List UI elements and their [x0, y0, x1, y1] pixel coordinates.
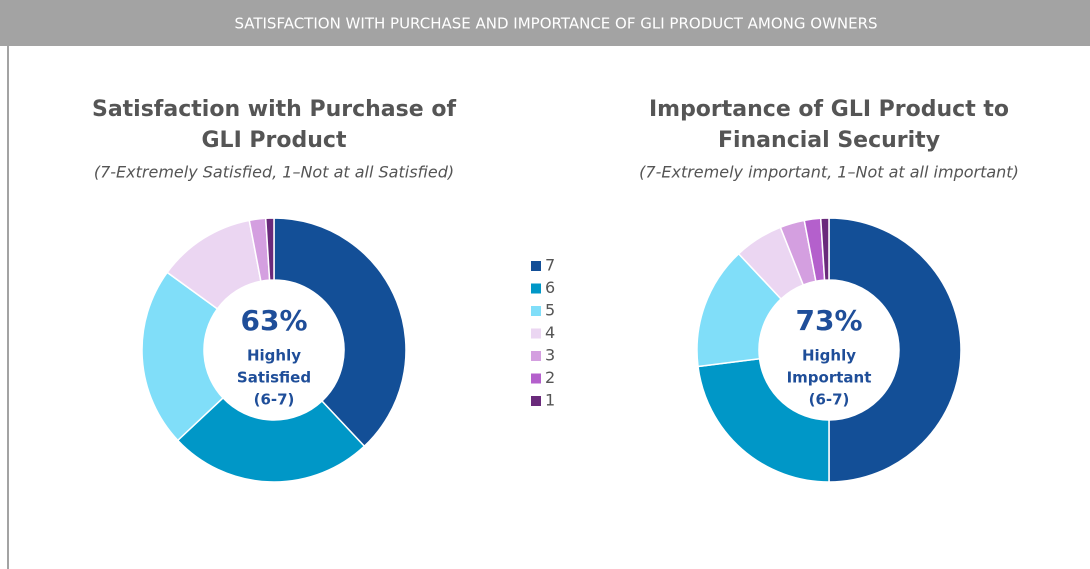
center-label: Important — [787, 369, 872, 387]
donut-segment — [273, 217, 407, 448]
legend-label: 6 — [545, 278, 555, 297]
legend-swatch — [531, 373, 541, 384]
center-label: (6-7) — [254, 391, 295, 409]
chart-title: Satisfaction with Purchase of — [92, 97, 456, 122]
donut-segment — [828, 217, 962, 483]
legend-swatch — [531, 351, 541, 361]
center-label: Highly — [802, 347, 856, 365]
center-label: 73% — [795, 304, 862, 337]
chart-title: Financial Security — [718, 128, 940, 153]
chart-subtitle: (7-Extremely important, 1–Not at all imp… — [639, 163, 1019, 182]
chart-title: Importance of GLI Product to — [649, 97, 1009, 122]
donut-segment — [264, 217, 275, 281]
center-label: 63% — [240, 304, 307, 337]
donut-segment — [141, 271, 225, 442]
center-label: (6-7) — [809, 391, 850, 409]
legend-label: 1 — [545, 391, 555, 410]
legend-swatch — [531, 396, 541, 406]
legend-swatch — [531, 261, 541, 271]
chart-subtitle: (7-Extremely Satisfied, 1–Not at all Sat… — [94, 163, 454, 182]
legend-label: 5 — [545, 301, 555, 320]
legend-label: 3 — [545, 346, 555, 365]
legend-swatch — [531, 328, 541, 339]
center-label: Satisfied — [237, 369, 311, 387]
legend-swatch — [531, 283, 541, 294]
header-bar — [0, 0, 1090, 46]
donut-segment — [176, 396, 366, 483]
header-title: SATISFACTION WITH PURCHASE AND IMPORTANC… — [234, 15, 877, 33]
legend-label: 4 — [545, 323, 555, 342]
chart-title: GLI Product — [202, 128, 347, 153]
donut-segment — [819, 217, 830, 281]
donut-segment — [697, 357, 830, 483]
center-label: Highly — [247, 347, 301, 365]
legend-label: 7 — [545, 256, 555, 275]
legend-label: 2 — [545, 368, 555, 387]
legend-swatch — [531, 306, 541, 316]
